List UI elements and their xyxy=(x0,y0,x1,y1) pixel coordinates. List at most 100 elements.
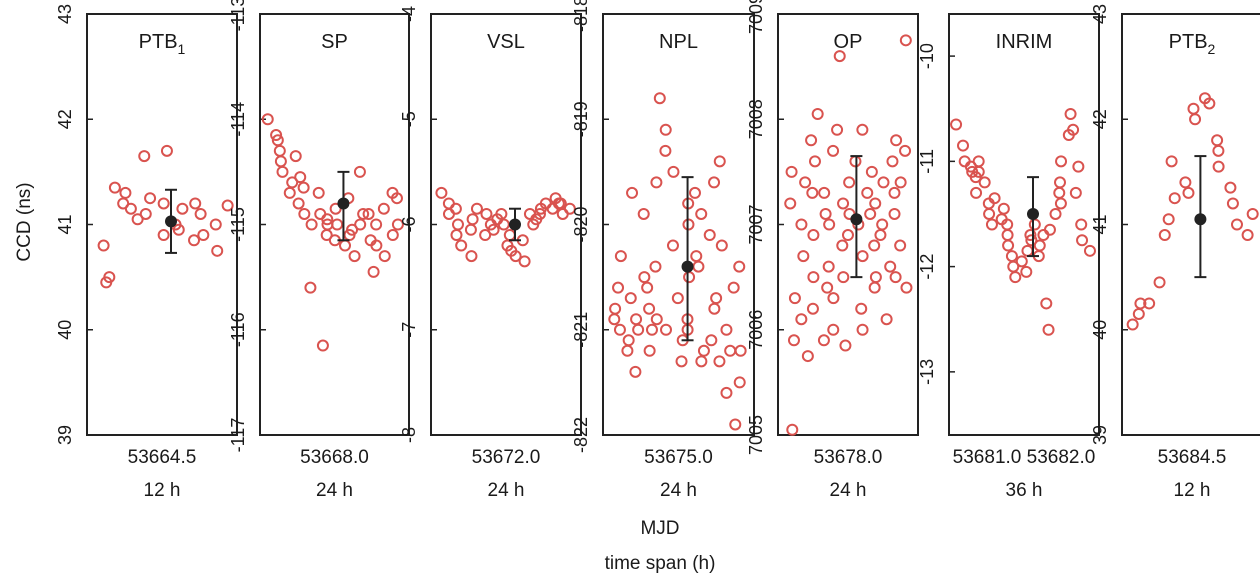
data-point xyxy=(818,186,831,199)
data-point xyxy=(795,313,808,326)
data-point xyxy=(688,186,701,199)
data-point xyxy=(1165,155,1178,168)
data-point xyxy=(807,229,820,242)
data-point xyxy=(856,123,869,136)
data-point xyxy=(270,129,283,142)
data-point xyxy=(286,176,299,189)
data-point xyxy=(705,334,718,347)
data-point xyxy=(518,255,531,268)
data-point xyxy=(650,176,663,189)
data-point xyxy=(734,344,747,357)
data-point xyxy=(713,155,726,168)
data-point xyxy=(805,134,818,147)
data-point xyxy=(795,218,808,231)
data-point xyxy=(827,144,840,157)
data-point xyxy=(626,186,639,199)
data-point xyxy=(1021,244,1034,257)
data-point xyxy=(197,229,210,242)
data-point xyxy=(806,302,819,315)
y-tick-label: 42 xyxy=(1090,109,1110,129)
data-point xyxy=(100,276,113,289)
time-span-label: 24 h xyxy=(316,480,353,501)
data-point xyxy=(624,292,637,305)
x-tick-label: 53675.0 xyxy=(644,447,713,468)
y-axis-label: CCD (ns) xyxy=(14,182,35,261)
panel-title: SP xyxy=(321,31,348,53)
data-point xyxy=(831,123,844,136)
data-point xyxy=(1043,223,1056,236)
data-point xyxy=(455,239,468,252)
x-axis-label-secondary: time span (h) xyxy=(605,553,716,574)
data-point xyxy=(442,197,455,210)
data-point xyxy=(370,239,383,252)
data-point xyxy=(880,313,893,326)
x-tick-label: 53684.5 xyxy=(1158,447,1227,468)
data-point xyxy=(297,181,310,194)
data-point xyxy=(1132,307,1145,320)
data-point xyxy=(331,218,344,231)
data-point xyxy=(660,323,673,336)
x-tick-label: 53664.5 xyxy=(128,447,197,468)
data-point xyxy=(650,313,663,326)
data-point xyxy=(877,176,890,189)
x-tick-label: 53678.0 xyxy=(814,447,883,468)
panel-frame xyxy=(1121,13,1260,436)
data-point xyxy=(1203,97,1216,110)
data-point xyxy=(784,197,797,210)
data-point xyxy=(799,176,812,189)
data-point xyxy=(629,365,642,378)
data-point xyxy=(613,323,626,336)
data-point xyxy=(320,229,333,242)
data-point xyxy=(495,207,508,220)
data-point xyxy=(950,118,963,131)
mean-point xyxy=(1027,207,1039,220)
y-tick-label: -7 xyxy=(399,322,419,338)
data-point xyxy=(836,239,849,252)
data-point xyxy=(797,250,810,263)
time-span-label: 36 h xyxy=(1006,480,1043,501)
y-tick-label: -819 xyxy=(571,101,591,137)
data-point xyxy=(720,386,733,399)
panel-3: -8 -7 -6 -5 -4 VSL 53672.0 24 h xyxy=(399,6,582,501)
y-tick-label: -818 xyxy=(571,0,591,32)
data-point xyxy=(357,207,370,220)
data-point xyxy=(1162,213,1175,226)
data-point xyxy=(733,260,746,273)
panel-title: PTB1 xyxy=(139,31,186,57)
data-point xyxy=(957,139,970,152)
data-point xyxy=(822,260,835,273)
y-tick-label: 41 xyxy=(55,214,75,234)
panel-2: -117 -116 -115 -114 -113 SP 53668.0 24 h xyxy=(228,0,410,501)
y-tick-label: -5 xyxy=(399,111,419,127)
panel-title-subscript: 1 xyxy=(178,41,186,57)
data-point xyxy=(377,202,390,215)
data-point xyxy=(811,107,824,120)
data-point xyxy=(667,165,680,178)
data-point xyxy=(697,344,710,357)
data-point xyxy=(806,186,819,199)
data-point xyxy=(649,260,662,273)
data-point xyxy=(370,218,383,231)
y-tick-label: -6 xyxy=(399,216,419,232)
data-point xyxy=(888,186,901,199)
data-point xyxy=(614,250,627,263)
y-tick-label: 40 xyxy=(1090,320,1110,340)
data-point xyxy=(666,239,679,252)
data-point xyxy=(1067,123,1080,136)
data-point xyxy=(480,207,493,220)
data-point xyxy=(470,202,483,215)
data-point xyxy=(1020,265,1033,278)
data-point xyxy=(176,202,189,215)
mean-point xyxy=(1194,213,1207,226)
x-tick-label: 53681.0 53682.0 xyxy=(953,447,1096,468)
data-point xyxy=(1230,218,1243,231)
data-point xyxy=(273,144,286,157)
data-point xyxy=(659,144,672,157)
panel-frame xyxy=(86,13,238,436)
data-point xyxy=(972,155,985,168)
data-point xyxy=(788,292,801,305)
data-point xyxy=(1187,102,1200,115)
panel-title: PTB2 xyxy=(1169,31,1216,57)
